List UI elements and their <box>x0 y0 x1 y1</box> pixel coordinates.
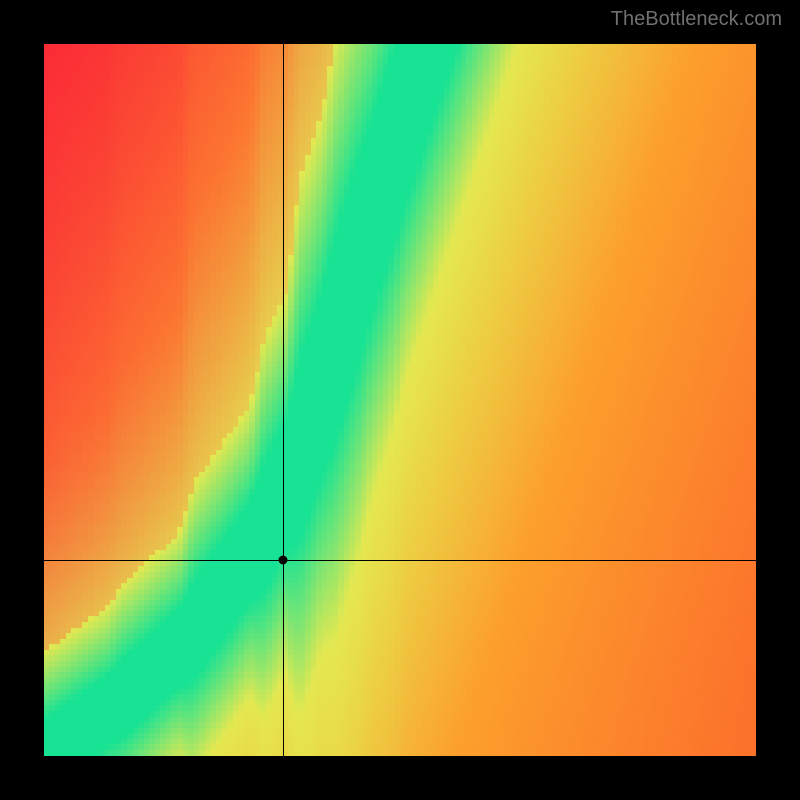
bottleneck-heatmap <box>44 44 756 756</box>
data-point-marker <box>278 556 287 565</box>
watermark-label: TheBottleneck.com <box>611 8 782 31</box>
crosshair-horizontal <box>44 560 756 561</box>
crosshair-vertical <box>283 44 284 756</box>
